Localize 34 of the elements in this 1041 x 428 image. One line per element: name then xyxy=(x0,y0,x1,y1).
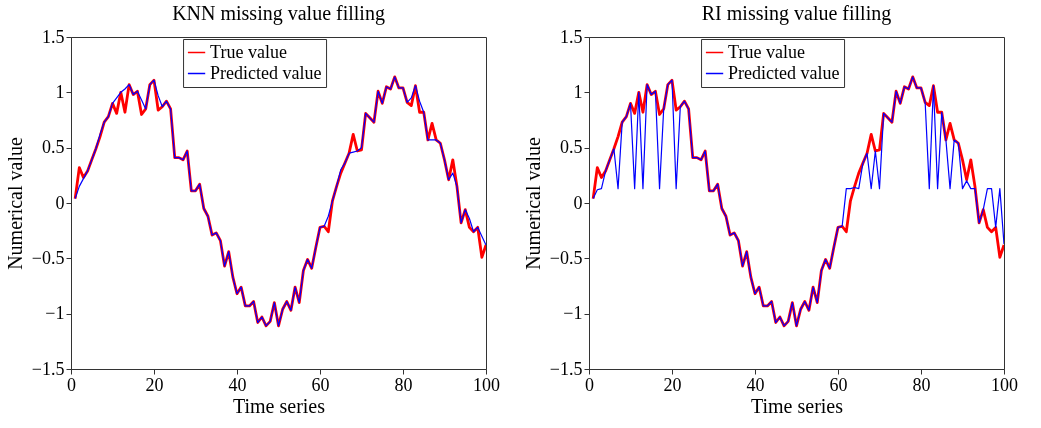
x-tick-label: 40 xyxy=(746,374,765,395)
y-tick-label: 1 xyxy=(573,81,583,102)
x-tick-label: 100 xyxy=(991,374,1018,395)
y-axis-title: Numerical value xyxy=(3,137,26,270)
legend-label: True value xyxy=(728,41,805,62)
x-tick-label: 80 xyxy=(912,374,931,395)
x-tick-label: 40 xyxy=(228,374,247,395)
x-tick-label: 20 xyxy=(663,374,682,395)
y-axis-title: Numerical value xyxy=(521,137,544,270)
y-tick-label: −1.5 xyxy=(549,358,583,379)
legend-label: True value xyxy=(210,41,287,62)
x-axis-title: Time series xyxy=(232,394,326,417)
legend-label: Predicted value xyxy=(728,62,840,83)
y-tick-label: 1.5 xyxy=(42,26,65,47)
y-tick-label: 0 xyxy=(55,192,65,213)
y-tick-label: −1 xyxy=(45,303,65,324)
chart-title: KNN missing value filling xyxy=(172,2,385,25)
x-tick-label: 60 xyxy=(311,374,330,395)
y-tick-label: 1 xyxy=(55,81,65,102)
y-tick-label: 0.5 xyxy=(560,137,583,158)
y-tick-label: 1.5 xyxy=(560,26,583,47)
y-tick-label: −0.5 xyxy=(31,247,65,268)
chart-title: RI missing value filling xyxy=(701,2,892,25)
x-tick-label: 60 xyxy=(829,374,848,395)
x-tick-label: 100 xyxy=(473,374,500,395)
y-tick-label: −0.5 xyxy=(549,247,583,268)
x-tick-label: 20 xyxy=(145,374,164,395)
y-tick-label: 0.5 xyxy=(42,137,65,158)
y-tick-label: −1 xyxy=(563,303,583,324)
y-tick-label: −1.5 xyxy=(31,358,65,379)
x-axis-title: Time series xyxy=(750,394,844,417)
x-tick-label: 80 xyxy=(394,374,413,395)
y-tick-label: 0 xyxy=(573,192,583,213)
legend-label: Predicted value xyxy=(210,62,322,83)
